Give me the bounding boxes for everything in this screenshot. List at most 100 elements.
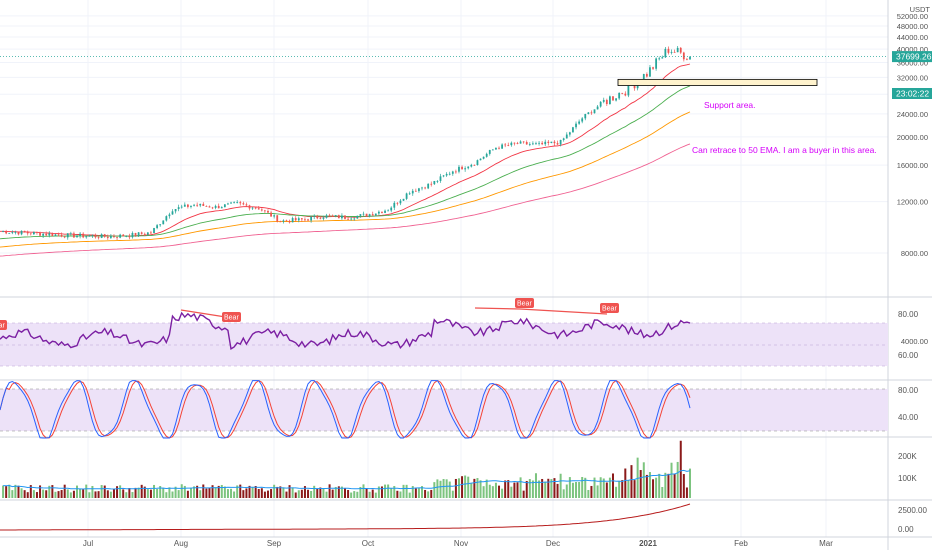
volume-bar — [109, 491, 112, 498]
volume-bar — [331, 489, 334, 498]
candle-body — [661, 57, 664, 59]
candle-body — [562, 138, 565, 140]
candle-body — [51, 233, 54, 237]
candle-body — [267, 210, 269, 213]
volume-bar — [470, 483, 473, 498]
candle-body — [79, 233, 81, 236]
volume-bars[interactable] — [2, 440, 691, 498]
volume-bar — [91, 485, 94, 498]
volume-bar — [442, 479, 445, 498]
candle-body — [368, 214, 371, 217]
candle-body — [528, 144, 531, 145]
candle-body — [427, 183, 430, 189]
volume-bar — [433, 482, 436, 498]
volume-bar — [599, 477, 602, 498]
candle-body — [264, 210, 266, 212]
volume-bar — [439, 480, 442, 498]
support-zone[interactable] — [617, 78, 818, 86]
candle-body — [140, 232, 143, 234]
candlesticks[interactable] — [2, 46, 691, 240]
volume-bar — [602, 478, 605, 498]
countdown-label: 23:02:22 — [896, 89, 929, 99]
candle-body — [593, 109, 596, 114]
price-tick-label: 36000.00 — [897, 58, 928, 67]
volume-bar — [652, 479, 655, 498]
candle-body — [581, 118, 584, 122]
volume-bar — [245, 488, 248, 498]
volume-bar — [29, 485, 32, 498]
volume-bar — [627, 480, 630, 498]
volume-bar — [556, 483, 559, 498]
volume-bar — [411, 486, 414, 498]
volume-bar — [534, 473, 537, 498]
candle-body — [180, 206, 183, 208]
volume-bar — [270, 489, 273, 498]
volume-bar — [593, 477, 596, 498]
candle-body — [113, 236, 115, 238]
volume-bar — [590, 485, 593, 498]
candle-body — [319, 218, 322, 220]
time-tick-label: Oct — [362, 539, 375, 548]
candle-body — [128, 236, 131, 238]
volume-bar — [553, 478, 556, 498]
volume-bar — [137, 487, 140, 498]
candle-body — [377, 211, 380, 214]
candle-body — [304, 219, 306, 221]
volume-bar — [72, 490, 75, 498]
volume-bar — [430, 489, 433, 498]
candle-body — [254, 207, 257, 209]
time-axis[interactable]: Jul Aug Sep Oct Nov Dec 2021 Feb Mar — [83, 539, 833, 548]
candle-body — [73, 233, 75, 238]
candle-body — [17, 232, 20, 235]
divergence-line — [474, 307, 521, 310]
candle-body — [510, 142, 513, 146]
volume-bar — [116, 486, 119, 498]
candle-body — [464, 168, 467, 170]
volume-bar — [248, 485, 251, 498]
rsi-line[interactable] — [0, 311, 691, 351]
candle-body — [587, 112, 590, 115]
stoch-d-line[interactable] — [0, 379, 691, 439]
candle-body — [91, 235, 94, 237]
volume-bar — [128, 488, 131, 498]
volume-bar — [528, 479, 531, 498]
candle-body — [45, 233, 48, 236]
candle-body — [615, 98, 617, 101]
volume-bar — [26, 492, 29, 498]
volume-bar — [297, 490, 300, 498]
candle-body — [414, 190, 417, 192]
candle-body — [341, 215, 343, 219]
candle-body — [313, 215, 316, 217]
candle-body — [97, 237, 100, 239]
volume-bar — [316, 488, 319, 498]
volume-bar — [670, 462, 673, 498]
volume-bar — [134, 487, 137, 498]
volume-bar — [387, 484, 390, 498]
candle-body — [433, 180, 436, 185]
stoch-k-line[interactable] — [0, 380, 691, 439]
candle-body — [642, 74, 645, 82]
volume-bar — [106, 490, 109, 498]
candle-body — [612, 96, 614, 101]
candle-body — [20, 230, 23, 235]
volume-bar — [498, 485, 501, 498]
volume-bar — [291, 487, 294, 498]
candle-body — [171, 211, 174, 215]
obv-line[interactable] — [0, 503, 691, 531]
volume-bar — [461, 476, 464, 498]
volume-bar — [162, 487, 165, 498]
volume-bar — [11, 490, 14, 498]
volume-bar — [562, 489, 565, 498]
candle-body — [344, 215, 346, 219]
candle-body — [347, 218, 349, 220]
volume-bar — [202, 484, 205, 498]
candle-body — [325, 215, 328, 218]
volume-bar — [220, 484, 223, 498]
volume-bar — [214, 487, 217, 498]
candle-body — [63, 236, 66, 238]
time-tick-label: Dec — [546, 539, 560, 548]
candle-body — [387, 210, 390, 212]
ema-lines — [0, 63, 691, 257]
volume-bar — [156, 489, 159, 498]
candle-body — [442, 175, 445, 177]
